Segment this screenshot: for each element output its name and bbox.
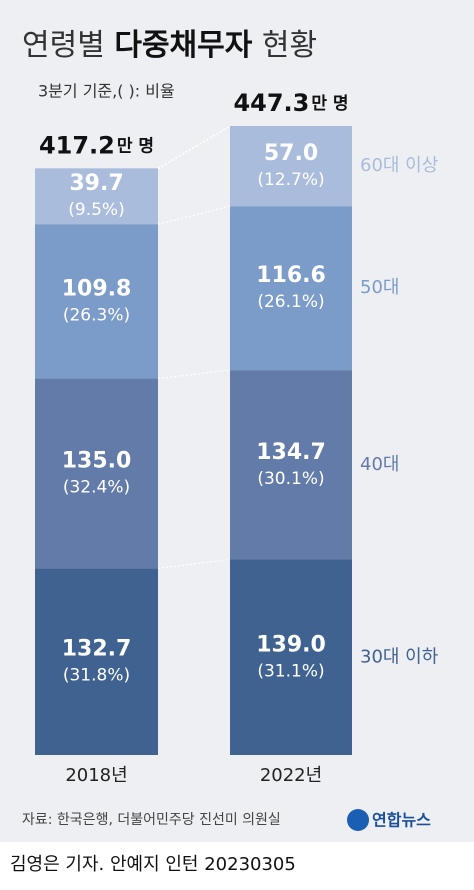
bar-segment bbox=[35, 224, 158, 379]
bar-segment bbox=[230, 559, 352, 755]
source: 자료: 한국은행, 더불어민주당 진선미 의원실 bbox=[22, 812, 281, 828]
bar-segment bbox=[35, 378, 158, 569]
share-label: (30.1%) bbox=[257, 469, 324, 489]
title-part: 현황 bbox=[262, 28, 317, 63]
value-label: 132.7 bbox=[62, 637, 132, 662]
value-label: 109.8 bbox=[62, 276, 132, 301]
logo-text: 연합뉴스 bbox=[372, 811, 431, 830]
bar-segment bbox=[230, 370, 352, 560]
connector bbox=[157, 205, 231, 225]
value-label: 134.7 bbox=[256, 440, 326, 465]
share-label: (12.7%) bbox=[257, 170, 324, 190]
connector bbox=[157, 369, 231, 380]
connector bbox=[157, 558, 231, 569]
legend-label: 50대 bbox=[360, 277, 399, 298]
bar-segment bbox=[230, 126, 352, 207]
value-label: 135.0 bbox=[62, 448, 132, 473]
share-label: (32.4%) bbox=[63, 477, 130, 497]
share-label: (26.1%) bbox=[257, 292, 324, 312]
total-unit: 만 명 bbox=[117, 136, 154, 156]
logo: 연합뉴스 bbox=[347, 809, 431, 831]
legend-label: 30대 이하 bbox=[360, 646, 439, 667]
legend-label: 40대 bbox=[360, 454, 399, 475]
share-label: (31.1%) bbox=[257, 661, 324, 681]
x-tick-label: 2022년 bbox=[260, 765, 322, 786]
logo-icon bbox=[347, 809, 369, 831]
bar-segment bbox=[35, 168, 158, 225]
total-unit: 만 명 bbox=[311, 94, 348, 114]
share-label: (31.8%) bbox=[63, 666, 130, 686]
title-part: 연령별 bbox=[22, 28, 105, 63]
share-label: (26.3%) bbox=[63, 305, 130, 325]
total-label: 417.2 만 명 bbox=[39, 131, 154, 159]
bar-segment bbox=[230, 206, 352, 371]
value-label: 116.6 bbox=[256, 263, 326, 288]
value-label: 139.0 bbox=[256, 632, 326, 657]
value-label: 39.7 bbox=[69, 171, 123, 196]
total-value: 417.2 bbox=[39, 131, 115, 159]
title-bold: 다중채무자 bbox=[114, 28, 252, 63]
bar-segment bbox=[35, 568, 158, 755]
total-value: 447.3 bbox=[233, 89, 309, 117]
subtitle: 3분기 기준,( ): 비율 bbox=[38, 82, 175, 101]
credit: 김영은 기자. 안예지 인턴 20230305 bbox=[10, 854, 296, 875]
value-label: 57.0 bbox=[264, 141, 318, 166]
connector bbox=[157, 125, 231, 170]
share-label: (9.5%) bbox=[68, 200, 124, 220]
total-label: 447.3 만 명 bbox=[233, 89, 348, 117]
legend-label: 60대 이상 bbox=[360, 155, 438, 176]
chart-title: 연령별 다중채무자 현황 bbox=[22, 28, 317, 63]
x-tick-label: 2018년 bbox=[65, 765, 127, 786]
